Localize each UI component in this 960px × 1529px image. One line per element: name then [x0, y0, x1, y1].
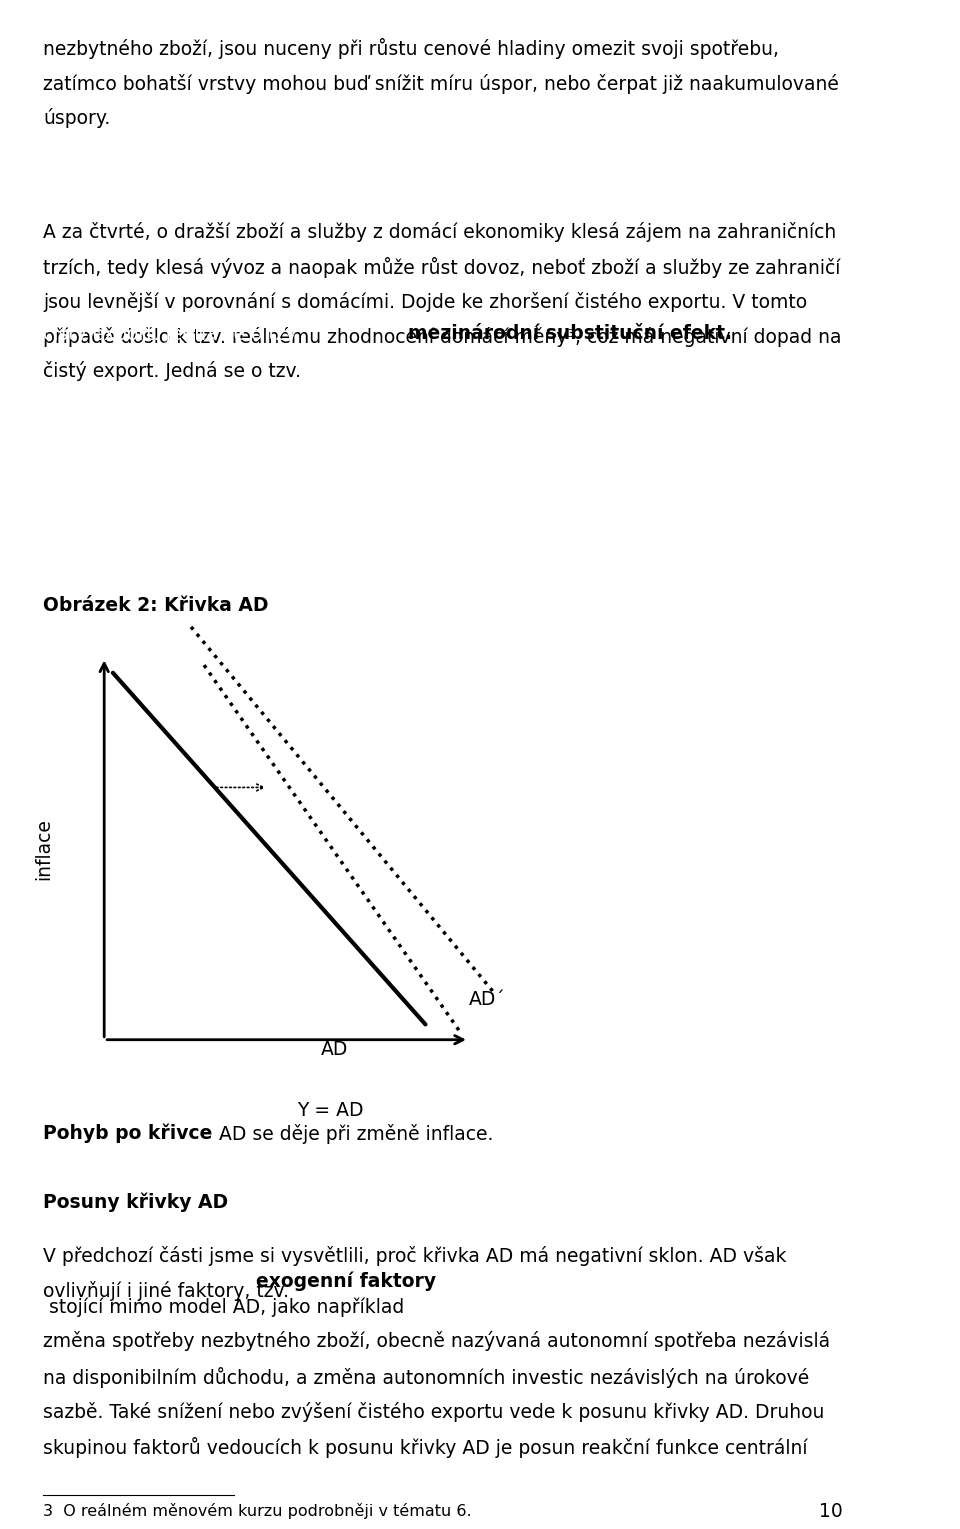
Text: Pohyb po křivce: Pohyb po křivce — [43, 1124, 213, 1144]
Text: AD´: AD´ — [468, 991, 506, 1009]
Text: A za čtvrté, o dražší zboží a služby z domácí ekonomiky klesá zájem na zahraničn: A za čtvrté, o dražší zboží a služby z d… — [43, 222, 842, 381]
Text: 3  O reálném měnovém kurzu podrobněji v tématu 6.: 3 O reálném měnovém kurzu podrobněji v t… — [43, 1503, 472, 1518]
Text: stojící mimo model AD, jako například
změna spotřeby nezbytného zboží, obecně na: stojící mimo model AD, jako například zm… — [43, 1298, 830, 1459]
Text: V předchozí části jsme si vysvětlili, proč křivka AD má negativní sklon. AD však: V předchozí části jsme si vysvětlili, pr… — [43, 1246, 787, 1301]
Text: 10: 10 — [819, 1503, 842, 1521]
Text: Obrázek 2: Křivka AD: Obrázek 2: Křivka AD — [43, 596, 269, 615]
Text: exogenní faktory: exogenní faktory — [256, 1272, 436, 1292]
Text: inflace: inflace — [34, 818, 53, 879]
Text: Y = AD: Y = AD — [297, 1101, 363, 1119]
Text: nezbytného zboží, jsou nuceny při růstu cenové hladiny omezit svoji spotřebu,
za: nezbytného zboží, jsou nuceny při růstu … — [43, 38, 839, 128]
Text: AD: AD — [322, 1040, 348, 1058]
Text: čistý export. Jedná se o tzv.: čistý export. Jedná se o tzv. — [43, 324, 307, 344]
Text: AD se děje při změně inflace.: AD se děje při změně inflace. — [213, 1124, 493, 1144]
Text: Posuny křivky AD: Posuny křivky AD — [43, 1193, 228, 1212]
Text: mezinárodní substituční efekt.: mezinárodní substituční efekt. — [408, 324, 732, 344]
